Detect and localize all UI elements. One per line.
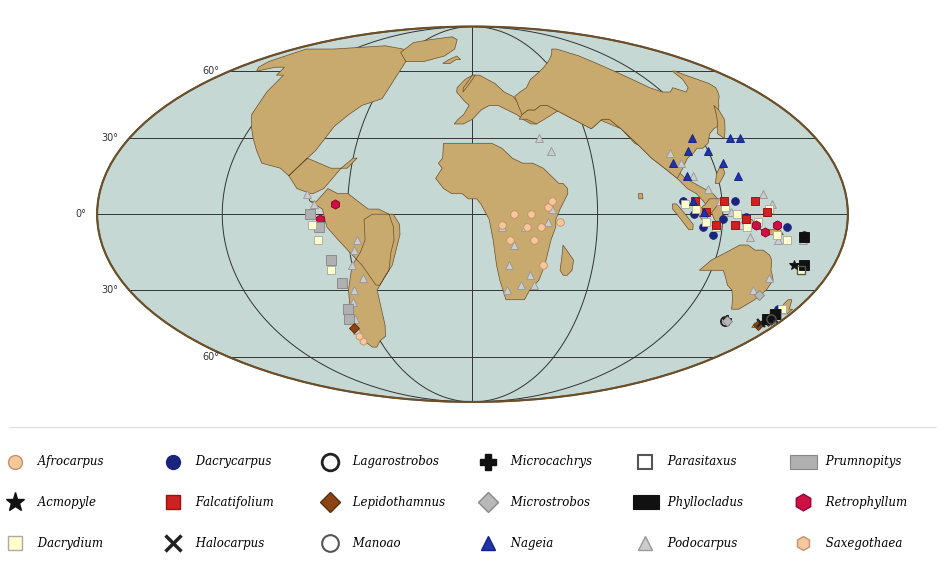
Polygon shape [463,75,475,92]
FancyBboxPatch shape [789,455,816,469]
Polygon shape [697,199,721,219]
Polygon shape [750,318,770,328]
Text: Parasitaxus: Parasitaxus [664,455,735,468]
Polygon shape [713,105,724,138]
Text: Acmopyle: Acmopyle [34,496,96,509]
Text: Prumnopitys: Prumnopitys [820,455,900,468]
Polygon shape [454,75,536,124]
Text: Microcachrys: Microcachrys [506,455,591,468]
Polygon shape [435,143,567,300]
Text: Microstrobos: Microstrobos [506,496,589,509]
Text: Dacrydium: Dacrydium [34,537,103,549]
Text: Afrocarpus: Afrocarpus [34,455,104,468]
Polygon shape [442,56,460,63]
Text: 30°: 30° [101,285,118,295]
Text: 0°: 0° [76,209,87,219]
Text: Halocarpus: Halocarpus [192,537,263,549]
Ellipse shape [97,27,847,402]
Text: Podocarpus: Podocarpus [664,537,736,549]
Polygon shape [699,245,772,309]
Polygon shape [400,37,457,61]
Polygon shape [779,300,792,314]
Text: Dacrycarpus: Dacrycarpus [192,455,271,468]
Polygon shape [307,189,399,347]
Polygon shape [518,105,722,225]
Text: Saxegothaea: Saxegothaea [820,537,901,549]
Text: Lagarostrobos: Lagarostrobos [348,455,438,468]
Text: Retrophyllum: Retrophyllum [820,496,905,509]
Polygon shape [560,245,573,275]
Polygon shape [745,219,783,235]
Polygon shape [637,193,642,199]
Text: Manoao: Manoao [348,537,400,549]
Text: Lepidothamnus: Lepidothamnus [348,496,445,509]
Polygon shape [514,49,720,178]
Text: 60°: 60° [202,66,219,76]
Polygon shape [672,204,693,230]
Text: 60°: 60° [202,352,219,362]
Polygon shape [251,46,405,193]
Text: 30°: 30° [101,133,118,144]
FancyBboxPatch shape [632,496,659,510]
Text: Nageia: Nageia [506,537,552,549]
Text: Falcatifolium: Falcatifolium [192,496,273,509]
Text: Phyllocladus: Phyllocladus [664,496,742,509]
Polygon shape [715,168,724,184]
